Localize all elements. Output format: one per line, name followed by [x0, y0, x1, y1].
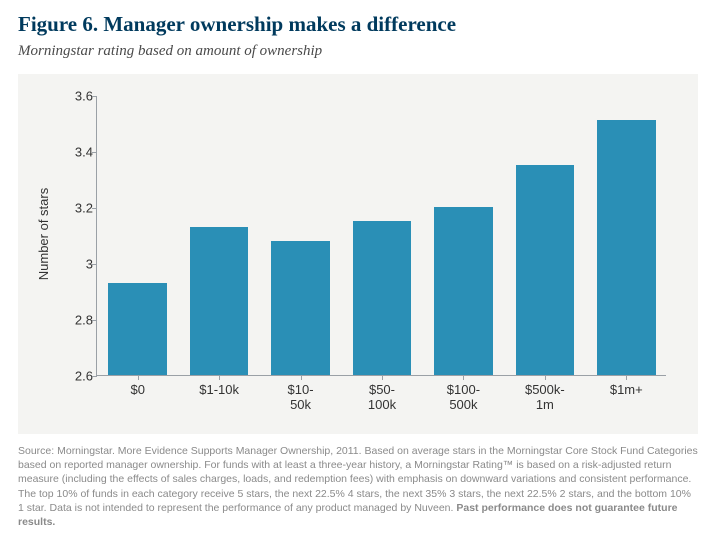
- x-tick-label: $1m+: [610, 383, 643, 398]
- chart-panel: Number of stars 2.62.833.23.43.6$0$1-10k…: [18, 74, 698, 434]
- y-tick-mark: [92, 264, 97, 265]
- bar: [353, 221, 412, 375]
- x-tick-mark: [301, 375, 302, 380]
- y-tick-label: 3.4: [53, 146, 93, 159]
- figure-title: Figure 6. Manager ownership makes a diff…: [18, 12, 698, 37]
- y-tick-mark: [92, 320, 97, 321]
- bar: [108, 283, 167, 375]
- y-tick-mark: [92, 152, 97, 153]
- bar: [271, 241, 330, 375]
- bar: [597, 120, 656, 375]
- x-tick-mark: [545, 375, 546, 380]
- y-tick-label: 2.8: [53, 314, 93, 327]
- x-tick-mark: [382, 375, 383, 380]
- y-tick-mark: [92, 96, 97, 97]
- bar: [190, 227, 249, 375]
- y-tick-label: 3.6: [53, 90, 93, 103]
- x-tick-label: $0: [130, 383, 144, 398]
- bar: [434, 207, 493, 375]
- source-footnote: Source: Morningstar. More Evidence Suppo…: [18, 444, 698, 529]
- y-tick-label: 3.2: [53, 202, 93, 215]
- plot-area: 2.62.833.23.43.6$0$1-10k$10- 50k$50- 100…: [96, 96, 666, 376]
- x-tick-mark: [219, 375, 220, 380]
- y-tick-mark: [92, 208, 97, 209]
- x-tick-label: $100- 500k: [447, 383, 480, 413]
- x-tick-mark: [626, 375, 627, 380]
- figure-subtitle: Morningstar rating based on amount of ow…: [18, 43, 698, 60]
- x-tick-mark: [463, 375, 464, 380]
- x-tick-mark: [138, 375, 139, 380]
- x-tick-label: $50- 100k: [368, 383, 396, 413]
- y-tick-label: 2.6: [53, 370, 93, 383]
- y-tick-mark: [92, 376, 97, 377]
- x-tick-label: $10- 50k: [288, 383, 314, 413]
- y-tick-label: 3: [53, 258, 93, 271]
- x-tick-label: $500k- 1m: [525, 383, 565, 413]
- bar: [516, 165, 575, 375]
- y-axis-label: Number of stars: [36, 188, 51, 280]
- x-tick-label: $1-10k: [199, 383, 239, 398]
